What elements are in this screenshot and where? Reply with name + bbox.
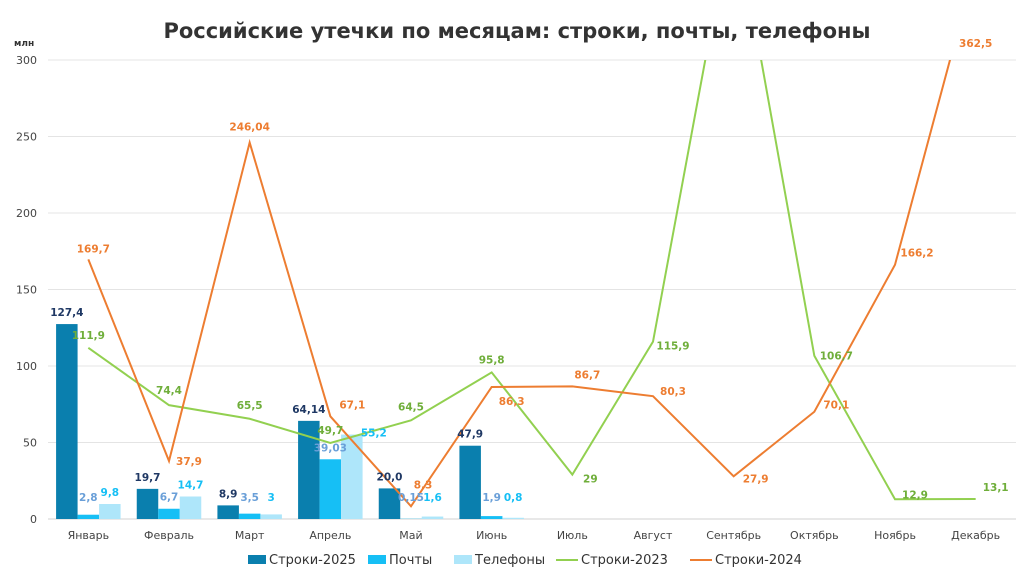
x-tick-label: Март (235, 529, 265, 542)
legend-label: Строки-2024 (715, 553, 802, 568)
y-tick-label: 100 (16, 360, 37, 373)
line-data-label: 106,7 (820, 351, 853, 363)
line-data-label: 169,7 (77, 243, 110, 255)
y-tick-label: 250 (16, 131, 37, 144)
bar-0-2 (217, 505, 239, 519)
bar-data-label: 1,6 (423, 492, 442, 504)
y-tick-label: 50 (23, 437, 37, 450)
legend-swatch (368, 555, 386, 564)
bar-2-1 (180, 497, 202, 519)
line-data-label: 37,9 (176, 456, 202, 468)
line-data-label: 95,8 (479, 354, 505, 366)
line-data-label: 86,7 (574, 369, 600, 381)
bar-0-1 (137, 489, 159, 519)
bar-data-label: 1,9 (482, 492, 501, 504)
x-tick-label: Январь (68, 529, 110, 542)
line-data-label: 70,1 (823, 400, 849, 412)
line-data-label: 29 (583, 474, 598, 486)
y-axis-unit: млн (14, 39, 34, 49)
bar-2-4 (422, 517, 444, 519)
line-data-label: 64,5 (398, 401, 424, 413)
data-labels: 127,4 19,7 8,9 64,14 20,0 47,9 2,8 6,7 3,5 39,03 0… (50, 38, 1008, 504)
x-tick-label: Декабрь (951, 529, 1000, 542)
line-data-label: 13,1 (983, 482, 1009, 494)
bar-data-label: 19,7 (135, 472, 161, 484)
bar-data-label: 2,8 (79, 492, 98, 504)
line-Строки-2023 (88, 0, 975, 499)
line-data-label: 246,04 (229, 122, 270, 134)
line-data-label: 27,9 (743, 473, 769, 485)
bar-data-label: 47,9 (457, 429, 483, 441)
x-tick-label: Июль (557, 529, 588, 542)
legend-label: Строки-2025 (269, 553, 356, 568)
legend-label: Почты (389, 553, 432, 568)
bar-1-1 (158, 509, 180, 519)
bar-1-2 (239, 514, 261, 519)
y-tick-label: 0 (30, 513, 37, 526)
legend-swatch (454, 555, 472, 564)
bar-0-0 (56, 324, 77, 519)
legend-label: Телефоны (474, 553, 545, 568)
line-data-label: 115,9 (656, 341, 689, 353)
legend-label: Строки-2023 (581, 553, 668, 568)
lines (88, 0, 975, 506)
bar-1-0 (78, 515, 100, 519)
y-tick-label: 300 (16, 54, 37, 67)
line-data-label: 111,9 (72, 330, 105, 342)
bar-data-label: 0,15 (398, 492, 424, 504)
x-tick-label: Сентябрь (706, 529, 761, 542)
bar-0-5 (459, 446, 481, 519)
x-tick-label: Ноябрь (874, 529, 916, 542)
bar-2-5 (502, 518, 523, 519)
bar-2-2 (260, 514, 282, 519)
bar-1-5 (481, 516, 503, 519)
line-data-label: 8,3 (414, 479, 433, 491)
line-data-label: 67,1 (339, 399, 365, 411)
line-data-label: 166,2 (900, 248, 933, 260)
x-tick-label: Август (634, 529, 673, 542)
x-tick-label: Апрель (309, 529, 351, 542)
line-data-label: 86,3 (499, 396, 525, 408)
bar-data-label: 8,9 (219, 488, 238, 500)
x-tick-label: Февраль (144, 529, 194, 542)
line-data-label: 80,3 (660, 386, 686, 398)
x-tick-label: Июнь (476, 529, 507, 542)
y-tick-label: 150 (16, 284, 37, 297)
y-tick-label: 200 (16, 207, 37, 220)
bar-1-3 (320, 459, 342, 519)
bar-data-label: 0,8 (504, 492, 523, 504)
chart-title: Российские утечки по месяцам: строки, по… (163, 19, 870, 43)
line-Строки-2024 (88, 0, 975, 506)
bar-data-label: 9,8 (101, 487, 120, 499)
line-data-label: 12,9 (902, 489, 928, 501)
line-data-label: 362,5 (959, 38, 992, 50)
legend: Строки-2025 Почты Телефоны Строки-2023 Строк… (248, 553, 802, 568)
legend-swatch (248, 555, 266, 564)
bar-data-label: 6,7 (160, 492, 179, 504)
bar-data-label: 3 (268, 492, 275, 504)
bar-data-label: 14,7 (178, 480, 204, 492)
gridlines: 0 50 100 150 200 250 300 Январь Февраль Март Апрел… (16, 54, 1016, 542)
bar-data-label: 39,03 (314, 442, 347, 454)
bar-0-4 (379, 488, 401, 519)
line-data-label: 74,4 (156, 385, 182, 397)
line-data-label: 49,7 (317, 425, 343, 437)
bar-data-label: 55,2 (361, 428, 387, 440)
x-tick-label: Октябрь (790, 529, 839, 542)
bar-data-label: 3,5 (240, 492, 259, 504)
line-data-label: 65,5 (237, 400, 263, 412)
bar-2-0 (99, 504, 121, 519)
x-tick-label: Май (399, 529, 422, 542)
bar-data-label: 20,0 (377, 471, 403, 483)
bar-data-label: 64,14 (292, 404, 325, 416)
bar-data-label: 127,4 (50, 307, 83, 319)
